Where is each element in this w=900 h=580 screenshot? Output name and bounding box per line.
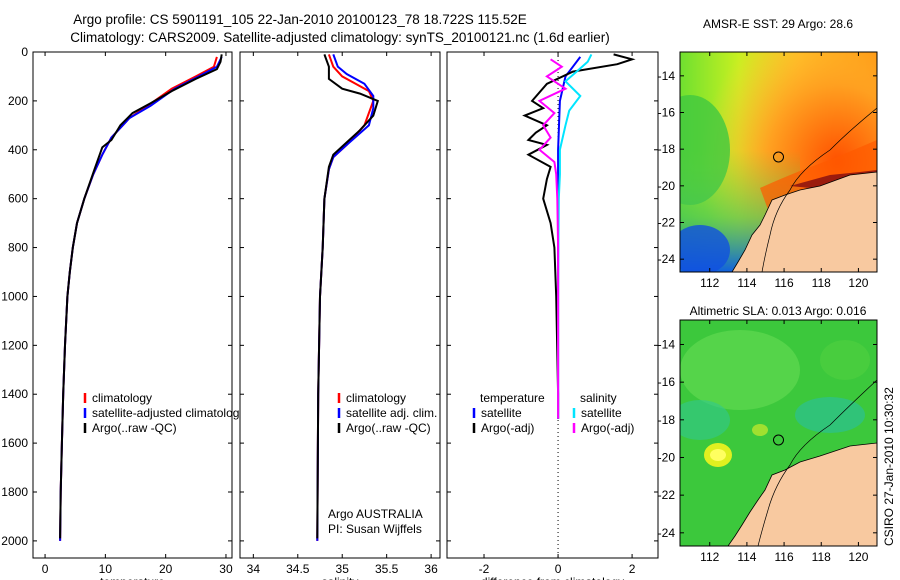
map-y-tick-label: -18 (658, 413, 676, 427)
map-y-tick-label: -20 (658, 179, 676, 193)
y-tick-label: 800 (8, 241, 28, 255)
legend-label: salinity (580, 391, 617, 405)
sst-map-ticks: 112 114 116 118 120 -14 -16 -18 -20 -22 -24 (658, 52, 877, 290)
y-tick-label: 1400 (1, 387, 28, 401)
sst-map-field (680, 52, 877, 272)
legend-label: climatology (346, 391, 406, 405)
map-y-tick-label: -16 (658, 375, 676, 389)
sla-map-frame (679, 319, 878, 547)
map-x-tick-label: 114 (737, 550, 756, 564)
map-x-tick-label: 116 (775, 276, 794, 290)
map-x-tick-label: 116 (775, 550, 794, 564)
x-tick-label: 0 (42, 562, 49, 576)
x-tick-label: 36 (424, 562, 438, 576)
sst-map-panel: AMSR-E SST: 29 Argo: 28.6 112 114 116 118 12… (658, 17, 878, 290)
sla-map-field (680, 320, 877, 546)
annotation-text: PI: Susan Wijffels (328, 522, 422, 536)
map-x-tick-label: 112 (700, 276, 719, 290)
legend-label: satellite adj. clim. (346, 406, 437, 420)
sla-map-ticks: 112 114 116 118 120 -14 -16 -18 -20 -22 -24 (658, 320, 877, 564)
map-x-tick-label: 118 (812, 276, 831, 290)
temperature-profile-panel: 0 10 20 30 0 200 400 600 800 1000 1200 1400 1600 1800… (1, 45, 239, 580)
map-y-tick-label: -22 (658, 216, 676, 230)
x-tick-label: -2 (479, 562, 490, 576)
y-tick-label: 1600 (1, 436, 28, 450)
map-y-tick-label: -18 (658, 142, 676, 156)
legend-label: climatology (92, 391, 152, 405)
series-line (316, 54, 380, 539)
plot-frame (32, 51, 233, 559)
figure-title-line1: Argo profile: CS 5901191_105 22-Jan-2010… (73, 12, 527, 27)
y-tick-label: 200 (8, 94, 28, 108)
x-tick-label: 34.5 (286, 562, 310, 576)
x-tick-label: 30 (219, 562, 233, 576)
map-x-tick-label: 120 (848, 550, 868, 564)
y-tick-label: 1200 (1, 338, 28, 352)
y-tick-label: 600 (8, 192, 28, 206)
x-tick-label: 0 (555, 562, 562, 576)
plot-frame (239, 51, 441, 559)
series-line (59, 56, 223, 541)
legend-label: Argo(-adj) (581, 421, 634, 435)
y-tick-label: 1000 (1, 289, 28, 303)
legend-label: satellite-adjusted climatolog (92, 406, 239, 420)
legend-label: Argo(-adj) (481, 421, 534, 435)
y-tick-label: 2000 (1, 534, 28, 548)
x-tick-label: 34 (247, 562, 261, 576)
series-line (557, 53, 593, 419)
y-tick-label: 1800 (1, 485, 28, 499)
difference-profile-panel: -2 0 2 difference from climatology temperatu… (446, 51, 659, 580)
sla-float-marker (773, 434, 784, 446)
x-axis-label: salinity (322, 575, 359, 580)
sst-land (731, 171, 877, 272)
map-y-tick-label: -20 (658, 450, 676, 464)
sst-float-marker (773, 151, 784, 163)
y-tick-label: 0 (21, 45, 28, 59)
map-x-tick-label: 120 (848, 276, 868, 290)
legend-label: Argo(..raw -QC) (92, 421, 177, 435)
map-y-tick-label: -24 (658, 252, 676, 266)
x-tick-label: 10 (99, 562, 113, 576)
x-axis-label: temperature (100, 575, 165, 580)
legend-label: Argo(..raw -QC) (346, 421, 431, 435)
salinity-profile-panel: 34 34.5 35 35.5 36 salinity climatologysatelli… (239, 51, 441, 580)
legend-label: satellite (581, 406, 622, 420)
legend-label: satellite (481, 406, 522, 420)
map-y-tick-label: -14 (658, 69, 676, 83)
map-x-tick-label: 118 (812, 550, 831, 564)
plot-frame (446, 51, 659, 559)
series-line (316, 54, 375, 541)
map-x-tick-label: 114 (737, 276, 756, 290)
series-line (537, 58, 568, 419)
sla-map-panel: Altimetric SLA: 0.013 Argo: 0.016 112 114… (658, 304, 878, 564)
x-tick-label: 20 (159, 562, 173, 576)
x-tick-label: 35 (336, 562, 350, 576)
sst-map-title: AMSR-E SST: 29 Argo: 28.6 (703, 17, 853, 31)
sst-map-frame (679, 51, 878, 273)
sla-map-title: Altimetric SLA: 0.013 Argo: 0.016 (690, 304, 867, 318)
credit-timestamp: CSIRO 27-Jan-2010 10:30:32 (882, 387, 896, 546)
legend-label: temperature (480, 391, 545, 405)
series-line (522, 53, 636, 419)
annotation-text: Argo AUSTRALIA (328, 507, 423, 521)
map-y-tick-label: -24 (658, 526, 676, 540)
x-tick-label: 35.5 (375, 562, 399, 576)
series-line (59, 56, 218, 541)
figure-title-line2: Climatology: CARS2009. Satellite-adjuste… (70, 30, 610, 45)
map-x-tick-label: 112 (700, 550, 719, 564)
series-line (59, 54, 223, 539)
y-tick-label: 400 (8, 143, 28, 157)
map-y-tick-label: -16 (658, 106, 676, 120)
x-axis-label: difference from climatology (481, 575, 624, 580)
map-y-tick-label: -14 (658, 337, 676, 351)
series-line (316, 54, 375, 541)
x-tick-label: 2 (629, 562, 636, 576)
map-y-tick-label: -22 (658, 488, 676, 502)
